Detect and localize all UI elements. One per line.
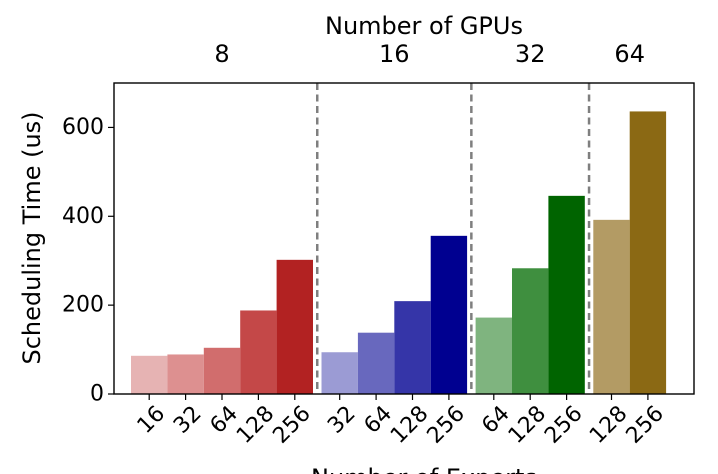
x-tick-label-experts: 128 xyxy=(585,401,632,448)
top-tick-label-gpus: 8 xyxy=(214,40,229,68)
x-tick-label-experts: 128 xyxy=(386,401,433,448)
bar-gpus-16-experts-128 xyxy=(394,301,431,394)
x-tick-label-experts: 128 xyxy=(504,401,551,448)
bar-gpus-16-experts-256 xyxy=(430,235,468,394)
bar-gpus-8-experts-16 xyxy=(131,355,168,394)
y-tick-label: 400 xyxy=(62,204,104,229)
top-tick-label-gpus: 16 xyxy=(379,40,410,68)
x-tick-label-experts: 32 xyxy=(169,401,206,438)
x-axis-title: Number of Experts xyxy=(311,464,537,474)
y-tick-label: 600 xyxy=(62,115,104,140)
bar-gpus-8-experts-32 xyxy=(167,354,204,394)
bar-gpus-8-experts-128 xyxy=(240,310,277,394)
x-tick-label-experts: 256 xyxy=(268,401,315,448)
x-tick-label-experts: 16 xyxy=(133,401,170,438)
bar-gpus-64-experts-128 xyxy=(593,219,630,394)
x-tick-label-experts: 256 xyxy=(423,401,470,448)
y-axis-title: Scheduling Time (us) xyxy=(18,111,46,364)
x-tick-label-experts: 128 xyxy=(232,401,279,448)
bar-gpus-8-experts-256 xyxy=(276,259,313,394)
top-tick-label-gpus: 64 xyxy=(614,40,645,68)
y-tick-label: 0 xyxy=(90,382,104,407)
bar-gpus-32-experts-256 xyxy=(548,195,585,394)
top-axis-title: Number of GPUs xyxy=(325,12,523,40)
bar-gpus-32-experts-128 xyxy=(512,268,549,394)
y-tick-label: 200 xyxy=(62,293,104,318)
x-tick-label-experts: 256 xyxy=(622,401,669,448)
top-tick-label-gpus: 32 xyxy=(515,40,546,68)
x-tick-label-experts: 256 xyxy=(540,401,587,448)
bar-gpus-16-experts-32 xyxy=(321,352,358,394)
x-tick-label-experts: 32 xyxy=(323,401,360,438)
bar-gpus-32-experts-64 xyxy=(475,317,512,394)
bar-gpus-16-experts-64 xyxy=(357,332,395,394)
bar-gpus-64-experts-256 xyxy=(629,111,667,395)
plot-frame xyxy=(113,82,695,395)
bar-gpus-8-experts-64 xyxy=(203,347,241,394)
